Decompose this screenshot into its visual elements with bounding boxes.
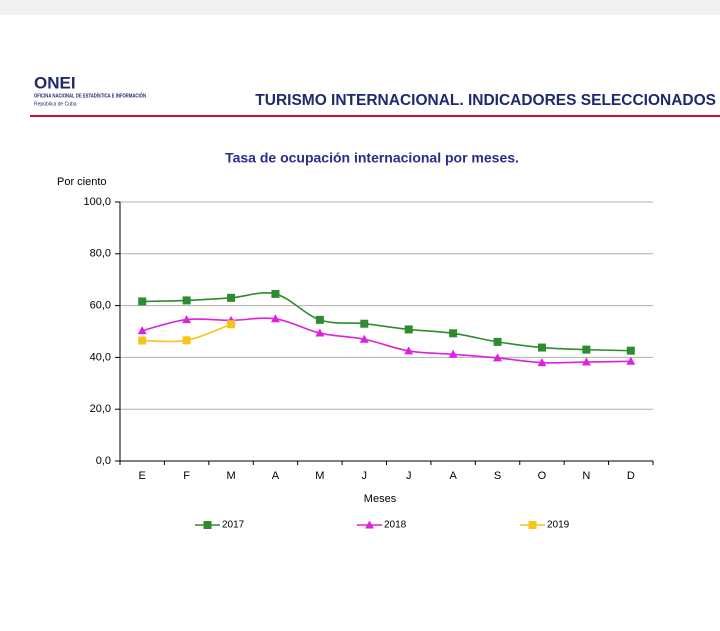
marker [315,328,325,337]
marker [537,358,547,367]
x-tick-label: M [226,470,235,482]
x-tick-label: D [627,470,635,482]
x-tick-label: E [139,470,146,482]
marker [203,521,212,529]
marker [138,297,147,306]
marker [227,320,236,329]
marker [359,334,369,343]
y-tick-label: 40,0 [90,351,111,363]
series-line [142,317,631,364]
legend-label: 2018 [384,520,407,531]
marker [271,289,280,298]
marker [537,343,546,352]
marker [449,329,458,338]
marker [582,345,591,354]
y-tick-label: 80,0 [90,248,111,260]
x-axis-label: Meses [364,493,397,505]
marker [270,314,280,323]
marker [493,353,503,362]
marker [404,346,414,355]
logo-country: República de Cuba [34,101,77,107]
legend-label: 2017 [222,520,245,531]
x-tick-label: O [538,470,547,482]
marker [493,337,502,346]
x-tick-label: N [582,470,590,482]
marker [448,349,458,358]
marker [227,293,236,302]
y-axis-label: Por ciento [57,176,107,188]
x-tick-label: F [183,470,190,482]
x-tick-label: A [272,470,280,482]
marker [138,336,147,345]
x-tick-label: J [362,470,368,482]
marker [137,326,147,335]
y-tick-label: 0,0 [96,455,111,467]
marker [182,296,191,305]
marker [182,336,191,345]
marker [626,346,635,355]
page-title: TURISMO INTERNACIONAL. INDICADORES SELEC… [255,92,716,109]
series-line [142,292,631,352]
marker [360,319,369,328]
legend-label: 2019 [547,520,570,531]
x-tick-label: A [449,470,457,482]
marker [528,521,537,529]
marker [626,356,636,365]
marker [315,315,324,324]
x-tick-label: S [494,470,501,482]
x-tick-label: M [315,470,324,482]
logo: ONEI [34,73,76,92]
logo-org: OFICINA NACIONAL DE ESTADÍSTICA E INFORM… [34,91,146,99]
x-tick-label: J [406,470,412,482]
marker [581,357,591,366]
marker [182,315,192,324]
y-tick-label: 60,0 [90,300,111,312]
chart-title: Tasa de ocupación internacional por mese… [225,150,519,166]
y-tick-label: 20,0 [90,403,111,415]
top-bar [0,0,720,15]
marker [365,520,374,529]
y-tick-label: 100,0 [83,196,111,208]
marker [404,325,413,334]
